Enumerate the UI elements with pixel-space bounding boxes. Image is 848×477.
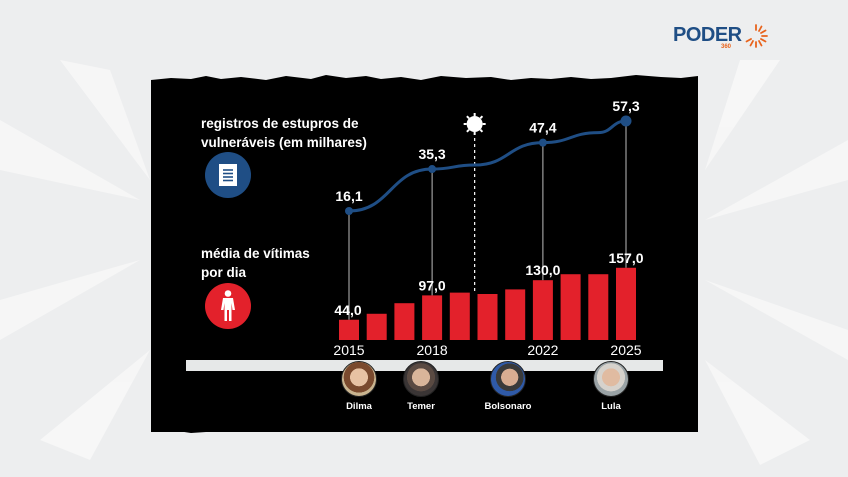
document-icon bbox=[219, 164, 237, 186]
president-name: Lula bbox=[601, 401, 621, 412]
line-value-label: 57,3 bbox=[612, 98, 639, 114]
bolsonaro-avatar bbox=[490, 361, 526, 397]
line-point bbox=[428, 165, 437, 174]
line-value-label: 47,4 bbox=[529, 120, 556, 136]
registros-label-line1: registros de estupros de bbox=[201, 116, 359, 131]
logo-text: PODER bbox=[673, 24, 742, 46]
x-tick-label: 2015 bbox=[333, 342, 364, 358]
line-point bbox=[620, 115, 632, 127]
chart-panel: registros de estupros de vulneráveis (em… bbox=[151, 75, 698, 433]
dilma-avatar bbox=[341, 361, 377, 397]
bar-value-label: 157,0 bbox=[608, 250, 643, 266]
line-value-label: 16,1 bbox=[335, 188, 362, 204]
bar-value-label: 97,0 bbox=[418, 277, 445, 293]
bar-2020 bbox=[477, 294, 498, 340]
president-name: Bolsonaro bbox=[484, 401, 532, 412]
president-dilma: Dilma bbox=[329, 361, 389, 412]
line-point bbox=[345, 207, 353, 215]
registros-legend-label: registros de estupros de vulneráveis (em… bbox=[201, 114, 367, 152]
bar-2023 bbox=[560, 274, 581, 340]
bar-2025 bbox=[616, 267, 636, 340]
vitimas-legend-label: média de vítimas por dia bbox=[201, 244, 310, 282]
bar-2015 bbox=[339, 319, 359, 340]
vitimas-label-line2: por dia bbox=[201, 265, 247, 280]
bar-2016 bbox=[366, 313, 387, 340]
virus-icon bbox=[463, 113, 486, 135]
president-name: Dilma bbox=[346, 401, 372, 412]
torn-edge-bottom bbox=[151, 427, 698, 433]
line-value-label: 35,3 bbox=[418, 146, 445, 162]
vitimas-icon-circle bbox=[205, 283, 251, 329]
line-point bbox=[538, 138, 547, 147]
bar-2021 bbox=[505, 289, 526, 340]
president-bolsonaro: Bolsonaro bbox=[478, 361, 538, 412]
registros-line bbox=[348, 119, 627, 213]
bar-value-label: 44,0 bbox=[334, 302, 361, 318]
logo-sub: 360 bbox=[721, 44, 732, 50]
torn-edge-top bbox=[151, 75, 698, 86]
poder360-logo: PODER 360 bbox=[673, 24, 768, 50]
bar-2018 bbox=[422, 295, 443, 340]
president-temer: Temer bbox=[391, 361, 451, 412]
x-tick-label: 2022 bbox=[527, 342, 558, 358]
registros-label-line2: vulneráveis (em milhares) bbox=[201, 135, 367, 150]
sun-icon bbox=[745, 24, 768, 48]
temer-avatar bbox=[403, 361, 439, 397]
registros-icon-circle bbox=[205, 152, 251, 198]
bar-2022 bbox=[532, 280, 553, 340]
president-name: Temer bbox=[407, 401, 435, 412]
vitimas-label-line1: média de vítimas bbox=[201, 246, 310, 261]
president-lula: Lula bbox=[581, 361, 641, 412]
person-icon bbox=[221, 290, 235, 321]
bar-value-label: 130,0 bbox=[525, 262, 560, 278]
x-tick-label: 2025 bbox=[610, 342, 641, 358]
bar-2019 bbox=[449, 292, 470, 340]
chart-canvas: 44,0 97,0 130,0 157,0 2015 2018 2022 2025 16,1 35… bbox=[333, 98, 643, 358]
bar-2017 bbox=[394, 303, 415, 340]
bar-2024 bbox=[588, 274, 609, 340]
x-tick-label: 2018 bbox=[417, 342, 448, 358]
lula-avatar bbox=[593, 361, 629, 397]
